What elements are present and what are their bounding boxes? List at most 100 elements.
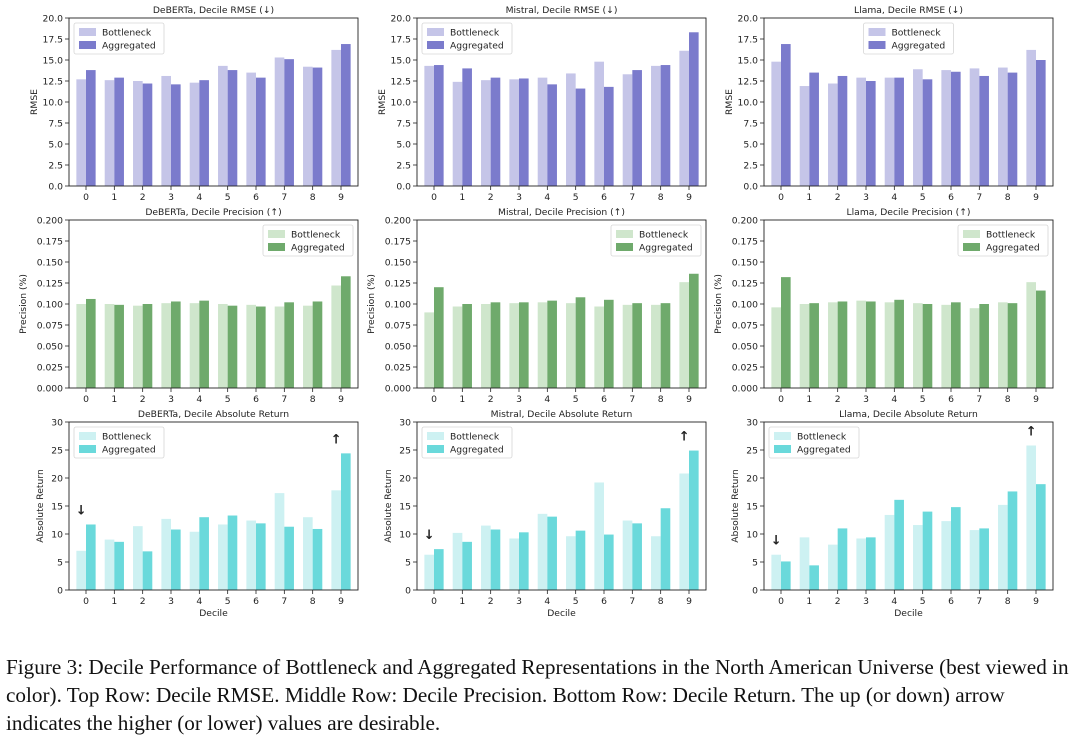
bar-bottleneck: [189, 531, 200, 590]
legend-label-bottleneck: Bottleneck: [639, 230, 689, 241]
bar-bottleneck: [828, 544, 838, 590]
bar-bottleneck: [679, 473, 689, 590]
legend-swatch-bottleneck: [774, 432, 791, 440]
bar-bottleneck: [161, 303, 171, 388]
chart-title: Llama, Decile RMSE (↓): [854, 5, 963, 16]
y-tick-label: 10.0: [391, 97, 412, 108]
legend-swatch-aggregated: [268, 243, 285, 251]
x-tick-label: 7: [629, 192, 635, 203]
x-tick-label: 9: [338, 192, 344, 203]
y-tick-label: 15.0: [738, 55, 759, 66]
bar-bottleneck: [913, 69, 923, 186]
bar-aggregated: [837, 528, 848, 590]
x-tick-label: 3: [863, 394, 869, 405]
up-arrow-icon: ↑: [331, 432, 342, 447]
x-tick-label: 7: [629, 596, 635, 607]
x-tick-label: 9: [338, 596, 344, 607]
x-tick-label: 4: [544, 394, 550, 405]
x-tick-label: 7: [281, 192, 287, 203]
y-tick-label: 17.5: [738, 34, 759, 45]
bar-bottleneck: [622, 74, 633, 186]
x-tick-label: 4: [196, 596, 202, 607]
bar-bottleneck: [246, 72, 256, 186]
y-tick-label: 20: [399, 473, 411, 484]
y-tick-label: 0.050: [732, 341, 758, 352]
bar-bottleneck: [481, 525, 491, 590]
chart-title: Mistral, Decile Precision (↑): [498, 207, 625, 218]
y-tick-label: 5.0: [396, 139, 411, 150]
x-tick-label: 4: [196, 394, 202, 405]
y-tick-label: 30: [51, 417, 63, 428]
down-arrow-icon: ↓: [771, 534, 782, 549]
bar-bottleneck: [566, 536, 576, 590]
y-tick-label: 7.5: [396, 118, 411, 129]
legend-swatch-aggregated: [79, 445, 96, 453]
bar-bottleneck: [969, 68, 980, 186]
x-tick-label: 9: [686, 192, 692, 203]
bar-bottleneck: [104, 80, 115, 186]
plot-frame: [763, 219, 1054, 389]
legend-label-aggregated: Aggregated: [892, 41, 946, 52]
legend-swatch-aggregated: [427, 41, 444, 49]
bar-aggregated: [837, 301, 848, 388]
bar-bottleneck: [941, 70, 951, 186]
plot-frame: [416, 219, 707, 389]
x-tick-label: 0: [778, 596, 784, 607]
y-axis-label: Absolute Return: [730, 469, 741, 543]
bar-aggregated: [979, 75, 989, 186]
bar-bottleneck: [509, 79, 519, 186]
x-tick-label: 3: [168, 394, 174, 405]
bar-aggregated: [575, 297, 586, 388]
bar-bottleneck: [771, 307, 781, 388]
y-tick-label: 0.025: [385, 362, 411, 373]
y-tick-label: 0.025: [732, 362, 758, 373]
y-tick-label: 0.0: [48, 181, 63, 192]
y-tick-label: 5.0: [743, 139, 758, 150]
x-tick-label: 0: [431, 394, 437, 405]
x-axis-label: Decile: [894, 608, 923, 619]
y-tick-label: 0.125: [37, 278, 63, 289]
bar-bottleneck: [246, 520, 256, 590]
x-tick-label: 5: [920, 192, 926, 203]
plot-frame: [68, 219, 359, 389]
bar-aggregated: [547, 84, 557, 186]
bar-bottleneck: [969, 530, 980, 590]
x-tick-label: 5: [225, 596, 231, 607]
legend-label-aggregated: Aggregated: [986, 243, 1040, 254]
bar-bottleneck: [218, 65, 228, 186]
y-axis-label: RMSE: [29, 89, 40, 115]
y-tick-label: 0.075: [37, 320, 63, 331]
x-tick-label: 7: [281, 394, 287, 405]
legend-swatch-aggregated: [616, 243, 633, 251]
bar-aggregated: [866, 81, 876, 186]
bar-aggregated: [575, 88, 586, 186]
legend-label-aggregated: Aggregated: [102, 445, 156, 456]
bar-bottleneck: [566, 73, 576, 186]
bar-aggregated: [86, 70, 96, 186]
x-tick-label: 1: [111, 192, 117, 203]
x-tick-label: 6: [948, 192, 954, 203]
bar-bottleneck: [828, 83, 838, 186]
y-tick-label: 17.5: [391, 34, 412, 45]
bar-bottleneck: [799, 86, 810, 186]
bar-bottleneck: [161, 518, 171, 590]
legend-swatch-aggregated: [427, 445, 444, 453]
x-tick-label: 6: [601, 596, 607, 607]
x-tick-label: 0: [778, 394, 784, 405]
bar-aggregated: [519, 532, 529, 590]
bar-aggregated: [199, 517, 209, 590]
y-tick-label: 7.5: [743, 118, 758, 129]
bar-aggregated: [547, 300, 557, 388]
bar-aggregated: [837, 75, 848, 186]
legend-label-bottleneck: Bottleneck: [450, 432, 500, 443]
legend-label-aggregated: Aggregated: [639, 243, 693, 254]
y-tick-label: 20.0: [738, 13, 759, 24]
y-tick-label: 5: [57, 557, 63, 568]
x-tick-label: 7: [629, 394, 635, 405]
x-tick-label: 4: [891, 192, 897, 203]
x-tick-label: 1: [459, 394, 465, 405]
bar-bottleneck: [679, 50, 689, 187]
legend-swatch-aggregated: [963, 243, 980, 251]
x-tick-label: 5: [920, 394, 926, 405]
bar-aggregated: [660, 65, 671, 186]
